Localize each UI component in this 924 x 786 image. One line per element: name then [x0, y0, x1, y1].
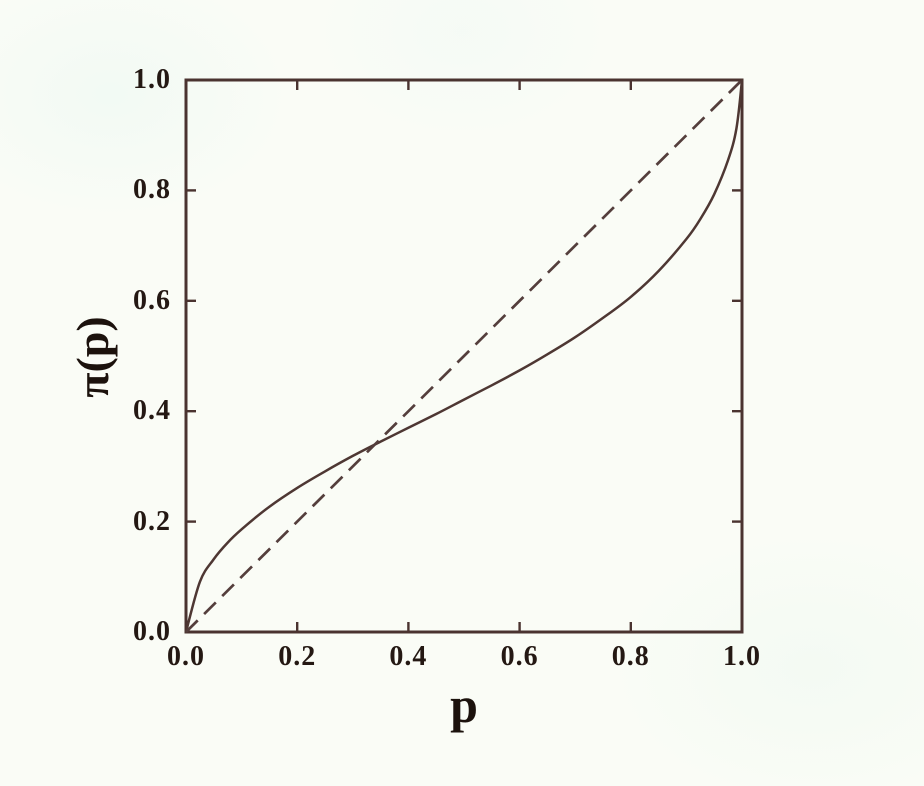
y-tick-label: 1.0 — [133, 64, 171, 95]
axes-frame — [184, 78, 744, 634]
x-axis-title: p — [450, 677, 478, 733]
y-tick-label: 0.4 — [133, 395, 171, 427]
y-tick-label: 0.8 — [133, 174, 171, 206]
x-tick-label: 0.2 — [278, 641, 317, 672]
y-tick-label: 0.6 — [133, 284, 171, 316]
x-tick-label: 0.4 — [389, 641, 428, 672]
probability-weighting-curve-line — [184, 78, 744, 634]
identity-diagonal-line — [185, 79, 743, 633]
x-tick-label: 1.0 — [723, 641, 761, 672]
x-tick-label: 0.8 — [611, 641, 650, 672]
y-axis-title: π(p) — [67, 316, 118, 398]
y-tick-label: 0.0 — [133, 616, 171, 647]
x-tick-label: 0.6 — [500, 641, 539, 672]
y-tick-label: 0.2 — [133, 505, 171, 537]
x-tick-label: 0.0 — [167, 641, 205, 672]
